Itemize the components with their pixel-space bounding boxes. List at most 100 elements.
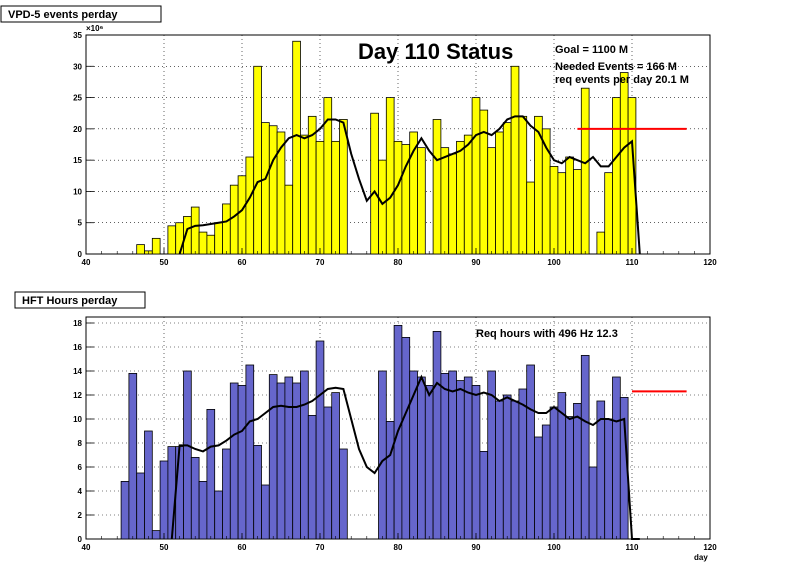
bottom-bar bbox=[580, 354, 590, 540]
top-bar bbox=[190, 206, 200, 255]
top-bar bbox=[378, 159, 387, 255]
bottom-bar bbox=[401, 336, 411, 540]
top-bar bbox=[214, 222, 223, 255]
bottom-bar bbox=[315, 340, 325, 540]
needed-events-annotation: Needed Events = 166 M bbox=[555, 61, 677, 73]
bottom-bar bbox=[448, 370, 457, 540]
bottom-xlabel: day bbox=[694, 553, 708, 562]
chart-title: Day 110 Status bbox=[358, 39, 513, 64]
bottom-title-box: HFT Hours perday bbox=[14, 291, 146, 309]
bottom-bar bbox=[378, 370, 387, 540]
bottom-ytick-label: 2 bbox=[78, 511, 83, 520]
top-xtick-label: 80 bbox=[394, 258, 403, 267]
bottom-bar bbox=[440, 372, 450, 540]
bottom-bar bbox=[573, 402, 582, 540]
bottom-bar bbox=[331, 392, 340, 540]
bottom-bar bbox=[424, 384, 434, 540]
bottom-xtick-label: 80 bbox=[394, 543, 403, 552]
bottom-bar bbox=[612, 376, 621, 540]
bottom-bar bbox=[471, 384, 481, 540]
top-bar bbox=[151, 237, 161, 255]
bottom-bar bbox=[245, 364, 255, 540]
bottom-bar bbox=[518, 388, 528, 540]
top-bar bbox=[580, 87, 590, 255]
top-title-box-frame bbox=[0, 5, 162, 23]
top-bar bbox=[229, 184, 239, 255]
top-bar bbox=[518, 115, 528, 255]
top-bar bbox=[393, 140, 403, 255]
bottom-bar bbox=[502, 394, 512, 540]
top-bar bbox=[268, 125, 278, 255]
top-ytick-label: 0 bbox=[78, 250, 83, 259]
top-ytick-label: 5 bbox=[78, 219, 83, 228]
top-bar bbox=[331, 140, 340, 255]
top-series-line bbox=[178, 115, 641, 255]
bottom-series-line bbox=[170, 374, 640, 540]
top-bar bbox=[300, 134, 309, 255]
bottom-ytick-label: 12 bbox=[73, 391, 82, 400]
top-xtick-label: 100 bbox=[547, 258, 561, 267]
bottom-bars bbox=[120, 324, 629, 540]
top-exponent-label: ×10⁶ bbox=[86, 24, 104, 33]
bottom-bar bbox=[284, 376, 294, 540]
top-bar bbox=[487, 147, 496, 255]
top-bar bbox=[222, 203, 231, 255]
bottom-bar bbox=[190, 456, 200, 540]
bottom-title-box-frame bbox=[14, 291, 146, 309]
bottom-ytick-label: 16 bbox=[73, 343, 82, 352]
top-bar bbox=[604, 172, 613, 255]
bottom-bar bbox=[456, 380, 465, 540]
top-bar bbox=[549, 165, 559, 255]
bottom-bar bbox=[463, 376, 473, 540]
bottom-ytick-label: 0 bbox=[78, 535, 83, 544]
top-bar bbox=[253, 65, 262, 255]
top-bar bbox=[432, 119, 442, 255]
top-bar bbox=[284, 184, 294, 255]
bottom-panel: 40 50 60 70 80 90 100 110 120 0 2 4 6 8 10 12 14 16 18 HFT… bbox=[14, 291, 717, 562]
bottom-bar bbox=[417, 376, 426, 540]
top-trend-line bbox=[178, 115, 641, 255]
top-ticks: 40 50 60 70 80 90 100 110 120 0 5 10 15 20 25 30 35 bbox=[73, 31, 717, 267]
top-xtick-label: 70 bbox=[316, 258, 325, 267]
bottom-xtick-label: 100 bbox=[547, 543, 561, 552]
bottom-bar bbox=[588, 466, 598, 540]
bottom-bar bbox=[198, 480, 208, 540]
top-bar bbox=[417, 147, 426, 255]
top-bar bbox=[440, 147, 450, 255]
bottom-bar bbox=[120, 480, 130, 540]
bottom-xtick-label: 60 bbox=[238, 543, 247, 552]
top-xtick-label: 60 bbox=[238, 258, 247, 267]
top-bar bbox=[315, 140, 325, 255]
top-bar bbox=[502, 122, 512, 255]
top-bar bbox=[167, 225, 177, 255]
top-bar bbox=[619, 72, 629, 255]
top-title-box-text: VPD-5 events perday bbox=[8, 9, 118, 21]
top-bar bbox=[292, 40, 301, 255]
bottom-bar bbox=[159, 460, 169, 540]
top-xtick-label: 120 bbox=[703, 258, 717, 267]
bottom-bar bbox=[549, 406, 559, 540]
bottom-bar bbox=[222, 448, 231, 540]
top-title-box: VPD-5 events perday bbox=[0, 5, 162, 23]
bottom-xtick-label: 40 bbox=[82, 543, 91, 552]
top-ytick-label: 30 bbox=[73, 62, 82, 71]
bottom-bar bbox=[144, 430, 153, 540]
top-bar bbox=[261, 122, 270, 255]
bottom-xtick-label: 70 bbox=[316, 543, 325, 552]
top-bar bbox=[573, 169, 582, 255]
bottom-xtick-label: 120 bbox=[703, 543, 717, 552]
bottom-bar bbox=[175, 446, 184, 540]
bottom-bar bbox=[604, 418, 613, 540]
top-bar bbox=[456, 140, 465, 255]
top-bar bbox=[198, 231, 208, 255]
bottom-bar bbox=[253, 444, 262, 540]
top-ytick-label: 15 bbox=[73, 156, 82, 165]
bottom-bar bbox=[565, 416, 574, 540]
top-panel: 40 50 60 70 80 90 100 110 120 0 5 10 15 20 25 30 35 VPD-… bbox=[0, 5, 717, 267]
top-bar bbox=[448, 153, 457, 255]
bottom-bar bbox=[541, 424, 551, 540]
top-xtick-label: 90 bbox=[472, 258, 481, 267]
top-bar bbox=[495, 131, 504, 255]
bottom-ticks: 40 50 60 70 80 90 100 110 120 0 2 4 6 8 10 12 14 16 18 bbox=[73, 319, 717, 552]
bottom-bar bbox=[237, 384, 247, 540]
